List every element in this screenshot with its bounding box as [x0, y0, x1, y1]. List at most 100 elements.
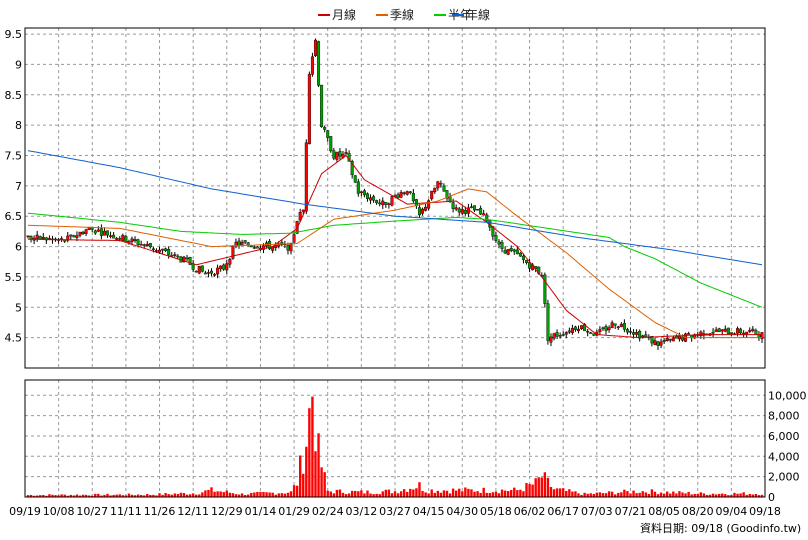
candle-body [427, 200, 431, 209]
candle-body [573, 326, 577, 330]
legend-item-quarter: 季線 [376, 7, 414, 22]
ma-year-line [27, 150, 763, 266]
volume-bar [298, 455, 302, 497]
candle-body [653, 340, 657, 345]
candle-body [521, 255, 525, 260]
candle-body [268, 241, 272, 250]
candle-body [555, 332, 559, 337]
candle-body [754, 330, 758, 335]
volume-bar [357, 491, 360, 497]
candle-body [188, 257, 192, 265]
volume-bar [516, 490, 519, 497]
candle-body [350, 160, 354, 176]
volume-bar [323, 472, 326, 497]
volume-bar [571, 491, 574, 497]
volume-bar [164, 493, 167, 497]
candle-body [246, 242, 250, 246]
volume-bar [757, 495, 761, 497]
volume-bar [112, 494, 115, 497]
x-tick-label: 01/14 [245, 505, 277, 518]
volume-bar [714, 494, 718, 497]
candle-body [619, 324, 623, 327]
candle-body [405, 191, 409, 195]
candle-body [613, 323, 617, 326]
candle-body [421, 208, 425, 214]
candle-body [130, 238, 134, 242]
volume-bar [641, 491, 644, 497]
volume-bar [350, 490, 354, 497]
x-tick-label: 09/19 [9, 505, 41, 518]
candle-body [292, 234, 296, 243]
price-tick-label: 8.5 [5, 89, 23, 102]
candle-body [219, 265, 223, 270]
volume-bar [158, 493, 161, 497]
candle-body [687, 333, 691, 335]
volume-bar [577, 493, 580, 497]
candle-body [255, 246, 259, 249]
candle-body [185, 257, 189, 260]
volume-bar [210, 487, 213, 497]
candle-body [442, 185, 446, 192]
candle-body [375, 200, 379, 204]
volume-bar [81, 494, 85, 497]
candle-body [589, 332, 593, 334]
moving-average-lines [27, 150, 763, 339]
ma-half-year-line [27, 212, 763, 308]
volume-bar [277, 493, 280, 497]
candle-body [243, 240, 247, 243]
candle-body [668, 338, 672, 341]
volume-bar [742, 492, 745, 497]
price-panel-border [24, 27, 766, 369]
volume-bar [280, 493, 284, 497]
volume-bars [26, 396, 764, 497]
volume-bar [461, 491, 464, 497]
candle-body [564, 332, 568, 335]
candle-body [723, 328, 727, 332]
candle-body [356, 181, 360, 194]
candle-body [353, 175, 357, 183]
volume-bar [289, 491, 293, 497]
candle-body [142, 244, 146, 246]
candle-body [745, 331, 749, 335]
candle-body [525, 259, 529, 263]
candle-body [711, 331, 715, 334]
volume-bar [207, 489, 210, 497]
volume-bar [659, 492, 663, 497]
volume-tick-label: 4,000 [768, 450, 800, 463]
candle-body [580, 325, 584, 329]
volume-bar [240, 493, 244, 497]
volume-bar [295, 485, 299, 497]
volume-bar [717, 493, 721, 497]
volume-bar [675, 493, 678, 497]
volume-bar [451, 488, 455, 497]
volume-bar [45, 495, 48, 497]
volume-bar [402, 489, 406, 497]
volume-bar [638, 492, 641, 497]
volume-bar [237, 494, 241, 497]
candle-body [35, 234, 39, 239]
volume-bar [436, 490, 440, 497]
legend: 月線 季線 半年 年線 [318, 7, 490, 22]
volume-bar [121, 495, 125, 497]
volume-bar [711, 493, 715, 497]
candle-body [313, 39, 317, 56]
candle-body [463, 210, 467, 214]
ma-month-line [28, 154, 762, 339]
candle-body [417, 207, 421, 216]
x-tick-label: 03/27 [379, 505, 411, 518]
volume-bar [66, 495, 69, 497]
candle-body [286, 245, 290, 251]
volume-bar [84, 494, 88, 497]
volume-tick-label: 8,000 [768, 410, 800, 423]
volume-bar [690, 494, 693, 497]
candle-body [304, 142, 308, 212]
volume-bar [589, 493, 592, 497]
volume-bar [458, 488, 461, 497]
candle-body [473, 205, 477, 211]
candle-body [586, 331, 590, 333]
volume-bar [344, 494, 348, 497]
candle-body [182, 256, 186, 262]
candle-body [99, 228, 103, 236]
volume-bar [736, 493, 739, 497]
